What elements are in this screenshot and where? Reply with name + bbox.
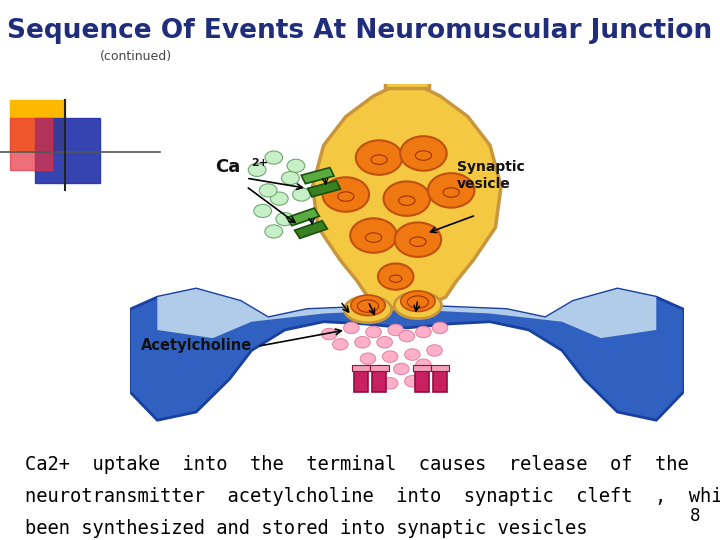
- Bar: [352, 365, 370, 371]
- Bar: [370, 365, 389, 371]
- Circle shape: [378, 264, 413, 290]
- Circle shape: [394, 363, 409, 375]
- Text: 8: 8: [690, 507, 700, 525]
- Text: Ca2+  uptake  into  the  terminal  causes  release  of  the: Ca2+ uptake into the terminal causes rel…: [25, 455, 689, 474]
- Circle shape: [400, 136, 446, 171]
- Circle shape: [350, 218, 397, 253]
- Ellipse shape: [395, 292, 441, 319]
- Text: Synaptic
vesicle: Synaptic vesicle: [456, 160, 524, 191]
- Bar: [433, 369, 447, 392]
- Circle shape: [343, 322, 359, 334]
- Circle shape: [382, 377, 398, 389]
- Ellipse shape: [351, 295, 385, 315]
- Circle shape: [287, 159, 305, 172]
- Circle shape: [395, 222, 441, 257]
- Text: Acetylcholine: Acetylcholine: [140, 339, 252, 354]
- Bar: [10, 118, 52, 170]
- Circle shape: [415, 326, 431, 338]
- Polygon shape: [307, 181, 341, 197]
- Circle shape: [372, 365, 387, 377]
- Bar: [10, 100, 65, 150]
- Polygon shape: [301, 167, 334, 184]
- Circle shape: [265, 225, 283, 238]
- Text: 2+: 2+: [251, 158, 269, 168]
- Circle shape: [265, 151, 283, 164]
- Circle shape: [428, 173, 474, 208]
- Circle shape: [360, 353, 376, 365]
- Circle shape: [321, 328, 337, 340]
- Circle shape: [405, 375, 420, 387]
- Circle shape: [356, 140, 402, 175]
- Bar: [354, 369, 368, 392]
- Polygon shape: [294, 221, 328, 239]
- Text: Ca: Ca: [215, 158, 240, 176]
- Circle shape: [248, 163, 266, 177]
- Text: Sequence Of Events At Neuromuscular Junction: Sequence Of Events At Neuromuscular Junc…: [7, 18, 713, 44]
- Circle shape: [366, 326, 382, 338]
- Polygon shape: [157, 289, 657, 338]
- Circle shape: [432, 322, 448, 334]
- Circle shape: [253, 204, 271, 218]
- Polygon shape: [312, 84, 501, 314]
- Circle shape: [384, 181, 430, 216]
- Circle shape: [292, 188, 310, 201]
- Text: (continued): (continued): [100, 50, 172, 63]
- Circle shape: [271, 192, 288, 205]
- Polygon shape: [130, 289, 684, 420]
- Circle shape: [282, 172, 300, 185]
- Bar: [413, 365, 431, 371]
- Bar: [35, 118, 100, 183]
- Circle shape: [355, 336, 370, 348]
- Bar: [372, 369, 387, 392]
- Circle shape: [399, 330, 415, 342]
- Circle shape: [333, 339, 348, 350]
- Bar: [415, 369, 429, 392]
- Polygon shape: [287, 208, 320, 226]
- Circle shape: [377, 336, 392, 348]
- Circle shape: [259, 184, 277, 197]
- Circle shape: [382, 351, 398, 362]
- Ellipse shape: [344, 296, 392, 323]
- Bar: [431, 365, 449, 371]
- Circle shape: [427, 345, 442, 356]
- Circle shape: [276, 213, 294, 226]
- Bar: [384, 22, 429, 88]
- Text: been synthesized and stored into synaptic vesicles: been synthesized and stored into synapti…: [25, 519, 588, 538]
- Circle shape: [323, 177, 369, 212]
- Circle shape: [415, 359, 431, 370]
- Circle shape: [405, 349, 420, 360]
- Circle shape: [388, 324, 403, 336]
- Text: neurotransmitter  acetylcholine  into  synaptic  cleft  ,  which  has: neurotransmitter acetylcholine into syna…: [25, 487, 720, 506]
- Ellipse shape: [401, 291, 435, 312]
